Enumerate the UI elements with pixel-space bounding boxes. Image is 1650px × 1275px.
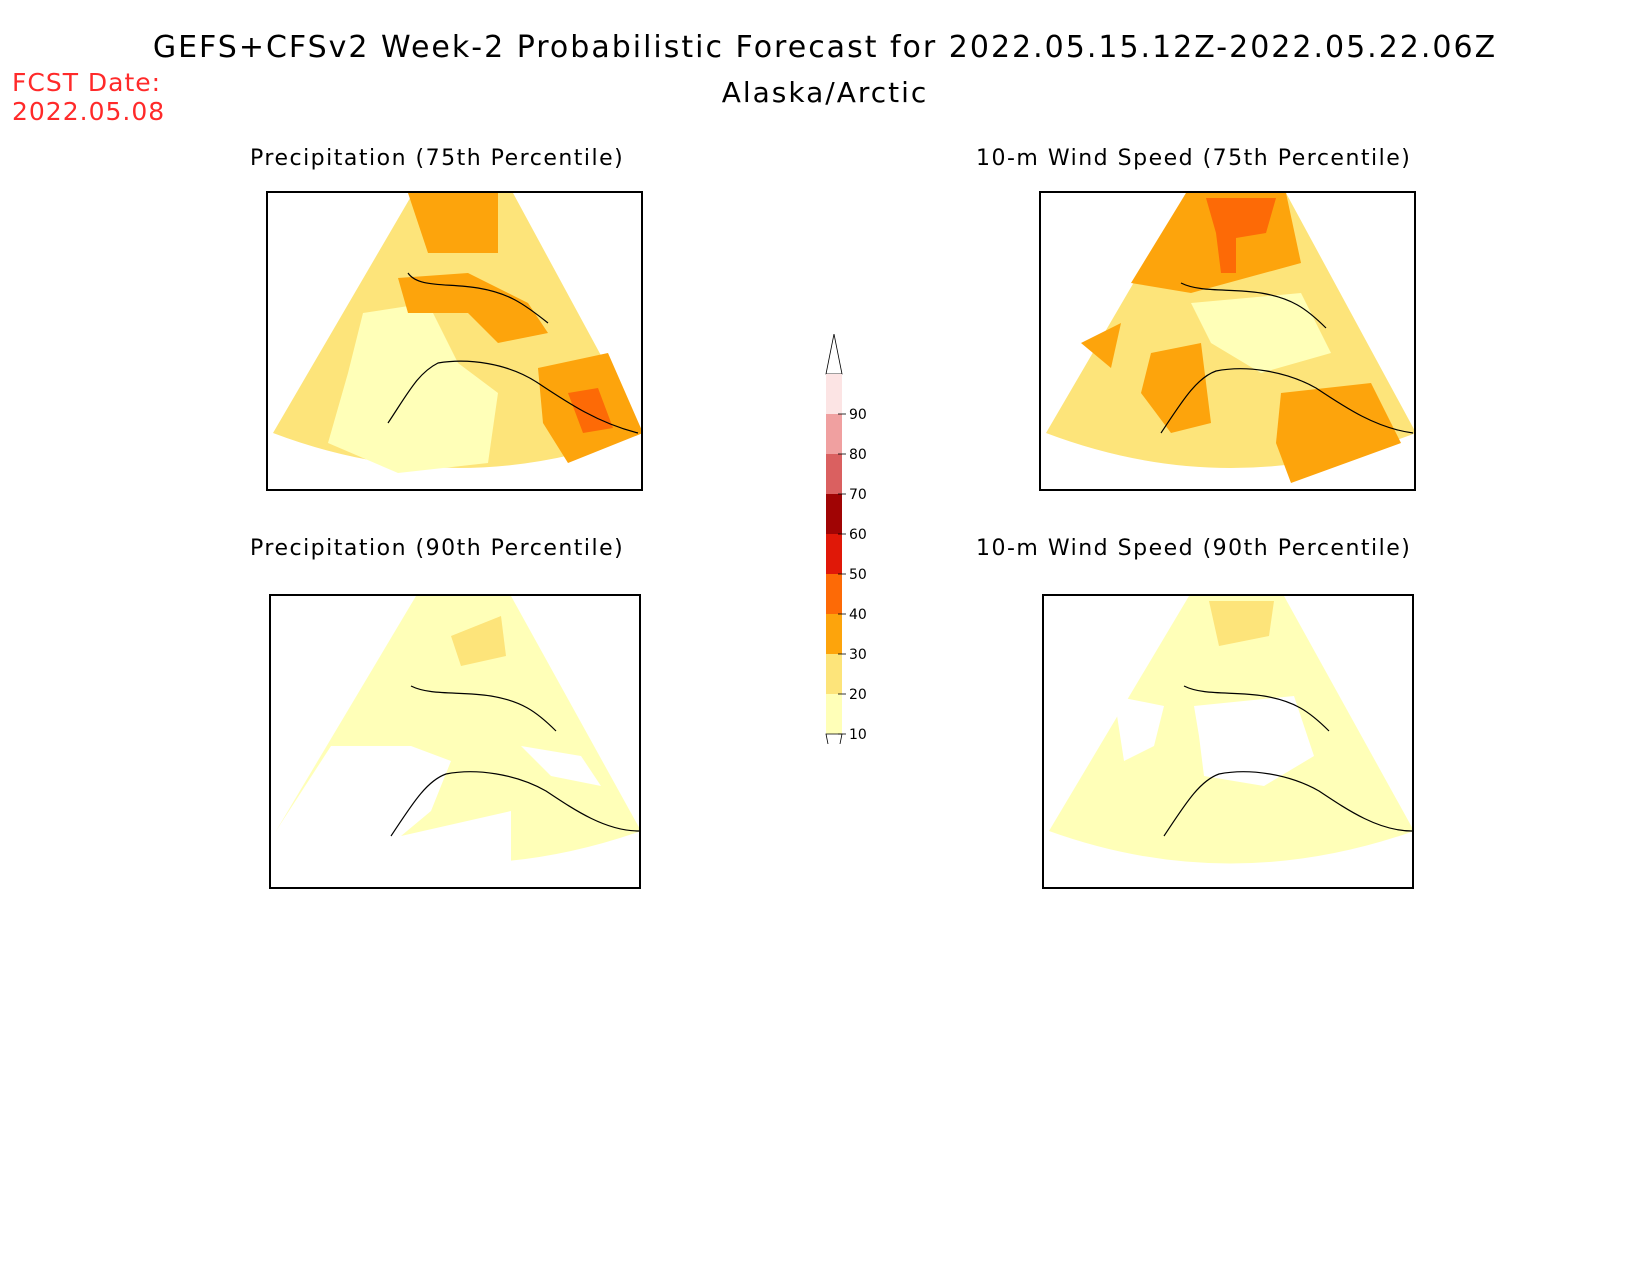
colorbar-bottom-end bbox=[825, 733, 843, 744]
colorbar: 10 20 30 40 50 60 70 80 90 bbox=[825, 334, 867, 744]
colorbar-swatch bbox=[826, 654, 842, 694]
colorbar-swatch bbox=[826, 694, 842, 734]
probability-area-low bbox=[328, 303, 498, 473]
colorbar-swatch bbox=[826, 454, 842, 494]
probability-area-none bbox=[1194, 696, 1314, 786]
colorbar-tick-label: 50 bbox=[849, 567, 867, 583]
probability-area-none bbox=[276, 746, 511, 887]
probability-area-mid bbox=[1081, 323, 1121, 368]
forecast-date-block: FCST Date: 2022.05.08 bbox=[12, 68, 165, 126]
map-panel-precip-75 bbox=[266, 191, 643, 491]
colorbar-tick-label: 40 bbox=[849, 607, 867, 623]
colorbar-tick-label: 10 bbox=[849, 727, 867, 743]
panel-title-precip-75: Precipitation (75th Percentile) bbox=[250, 146, 625, 171]
colorbar-tick-label: 90 bbox=[849, 407, 867, 423]
coastline bbox=[390, 685, 639, 837]
probability-area-high bbox=[1206, 198, 1276, 273]
colorbar-swatch bbox=[826, 574, 842, 614]
probability-area-mid bbox=[1276, 383, 1401, 483]
chart-title: GEFS+CFSv2 Week-2 Probabilistic Forecast… bbox=[152, 30, 1498, 65]
probability-area-mid bbox=[398, 273, 548, 343]
region-subtitle: Alaska/Arctic bbox=[721, 76, 929, 109]
coastline bbox=[1163, 685, 1412, 837]
colorbar-tick-label: 70 bbox=[849, 487, 867, 503]
map-panel-wind-90 bbox=[1042, 594, 1414, 889]
colorbar-swatch bbox=[826, 494, 842, 534]
coastline bbox=[387, 272, 639, 434]
colorbar-tick-label: 80 bbox=[849, 447, 867, 463]
colorbar-tick-label: 20 bbox=[849, 687, 867, 703]
coastline bbox=[1160, 282, 1414, 434]
panel-title-precip-90: Precipitation (90th Percentile) bbox=[250, 536, 625, 561]
panel-title-wind-75: 10-m Wind Speed (75th Percentile) bbox=[976, 146, 1412, 171]
probability-area-low bbox=[1191, 293, 1331, 373]
map-panel-wind-75 bbox=[1039, 191, 1416, 491]
probability-area-none bbox=[521, 746, 601, 786]
forecast-date-value: 2022.05.08 bbox=[12, 97, 166, 126]
probability-area-mid bbox=[1141, 343, 1211, 433]
colorbar-swatch bbox=[826, 374, 842, 414]
colorbar-tick-label: 60 bbox=[849, 527, 867, 543]
probability-area-none bbox=[1114, 696, 1164, 761]
colorbar-tick-label: 30 bbox=[849, 647, 867, 663]
probability-area-mid bbox=[408, 193, 498, 253]
panel-title-wind-90: 10-m Wind Speed (90th Percentile) bbox=[976, 536, 1412, 561]
colorbar-top-end bbox=[825, 334, 843, 375]
map-panel-precip-90 bbox=[269, 594, 641, 889]
probability-area-mid bbox=[451, 616, 506, 666]
probability-area-mid bbox=[1209, 601, 1274, 646]
colorbar-swatch bbox=[826, 614, 842, 654]
forecast-date-label: FCST Date: bbox=[12, 68, 162, 97]
colorbar-swatch bbox=[826, 534, 842, 574]
probability-area-high bbox=[568, 388, 613, 433]
colorbar-swatch bbox=[826, 414, 842, 454]
